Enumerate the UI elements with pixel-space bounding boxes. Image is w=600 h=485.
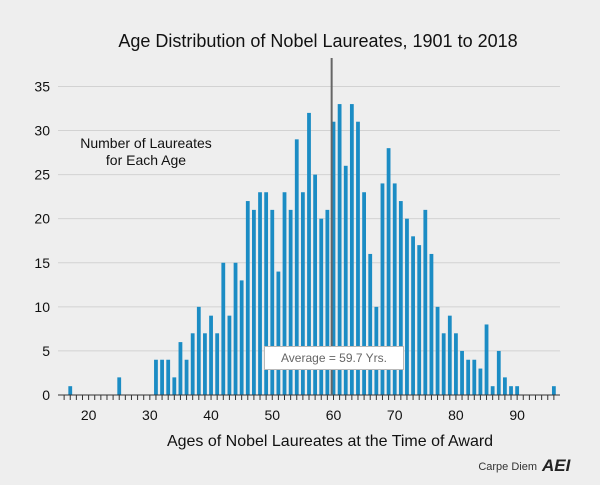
bar	[245, 201, 250, 395]
bar	[264, 192, 269, 395]
bar	[441, 333, 446, 395]
bar	[239, 280, 244, 395]
y-tick-label: 35	[34, 78, 50, 94]
bar	[349, 104, 354, 395]
bar	[319, 218, 324, 395]
bar	[215, 333, 220, 395]
bar	[190, 333, 195, 395]
bar	[258, 192, 262, 395]
x-axis: 20 30 40 50 60 70 80 90	[58, 394, 560, 423]
bar	[435, 306, 440, 395]
bar	[478, 368, 483, 395]
bar	[68, 386, 73, 395]
x-tick-label: 80	[448, 407, 464, 423]
y-tick-label: 10	[34, 299, 50, 315]
bar	[490, 386, 495, 395]
x-tick-label: 90	[509, 407, 525, 423]
x-tick-label: 20	[81, 407, 97, 423]
bar	[509, 386, 513, 395]
y-annotation-line-1: Number of Laureates	[80, 135, 212, 151]
y-tick-label: 0	[42, 387, 50, 403]
bar	[411, 236, 415, 395]
x-tick-label: 50	[264, 407, 280, 423]
bar	[368, 253, 373, 395]
bar	[362, 192, 366, 395]
y-tick-label: 25	[34, 167, 50, 183]
bar	[117, 377, 122, 395]
bar	[270, 209, 275, 395]
chart-title: Age Distribution of Nobel Laureates, 190…	[118, 31, 517, 51]
bar	[154, 359, 158, 395]
bar	[417, 245, 422, 395]
bar	[196, 306, 201, 395]
bar	[160, 359, 164, 395]
aei-logo: AEI	[541, 456, 572, 475]
bar	[233, 262, 238, 395]
x-tick-label: 40	[203, 407, 219, 423]
bar	[221, 262, 226, 395]
average-label-box: Average = 59.7 Yrs.	[264, 346, 404, 370]
bar	[466, 359, 471, 395]
bar	[300, 192, 305, 395]
bar	[392, 183, 397, 395]
bar	[356, 121, 360, 396]
bar	[551, 386, 556, 395]
bar	[380, 183, 385, 395]
bar	[496, 350, 501, 395]
y-annotation: Number of Laureates for Each Age	[68, 135, 224, 169]
bar	[325, 209, 330, 395]
bar	[276, 271, 281, 395]
bar	[184, 359, 189, 395]
bar	[307, 112, 311, 395]
y-tick-label: 15	[34, 255, 50, 271]
y-annotation-line-2: for Each Age	[105, 152, 187, 168]
bar	[203, 333, 207, 395]
y-tick-label: 5	[42, 343, 50, 359]
y-tick-label: 30	[34, 123, 50, 139]
bar	[484, 324, 489, 395]
x-tick-label: 60	[326, 407, 342, 423]
bar	[398, 201, 403, 395]
bar	[447, 315, 452, 395]
bar	[288, 209, 293, 395]
bar	[172, 377, 177, 395]
source-credit: Carpe Diem	[478, 461, 537, 473]
y-axis-ticks: 0 5 10 15 20 25 30 35	[34, 78, 50, 403]
bar	[405, 218, 409, 395]
bar	[252, 209, 256, 395]
bar	[178, 342, 183, 395]
bar	[503, 377, 507, 395]
bar	[386, 148, 391, 395]
x-axis-label: Ages of Nobel Laureates at the Time of A…	[167, 433, 493, 450]
bar	[454, 333, 458, 395]
y-tick-label: 20	[34, 211, 50, 227]
bar	[331, 121, 336, 396]
bar	[343, 165, 348, 395]
bar	[227, 315, 232, 395]
bar	[472, 359, 477, 395]
bar	[313, 174, 318, 395]
bar	[166, 359, 171, 395]
bar	[209, 315, 213, 395]
bar	[282, 192, 287, 395]
x-tick-label: 70	[387, 407, 403, 423]
bar	[337, 104, 342, 395]
bar-series	[68, 104, 556, 396]
bar	[460, 350, 464, 395]
bar	[515, 386, 520, 395]
bar	[423, 209, 428, 395]
x-tick-label: 30	[142, 407, 158, 423]
bar	[294, 139, 299, 395]
bar	[429, 253, 434, 395]
